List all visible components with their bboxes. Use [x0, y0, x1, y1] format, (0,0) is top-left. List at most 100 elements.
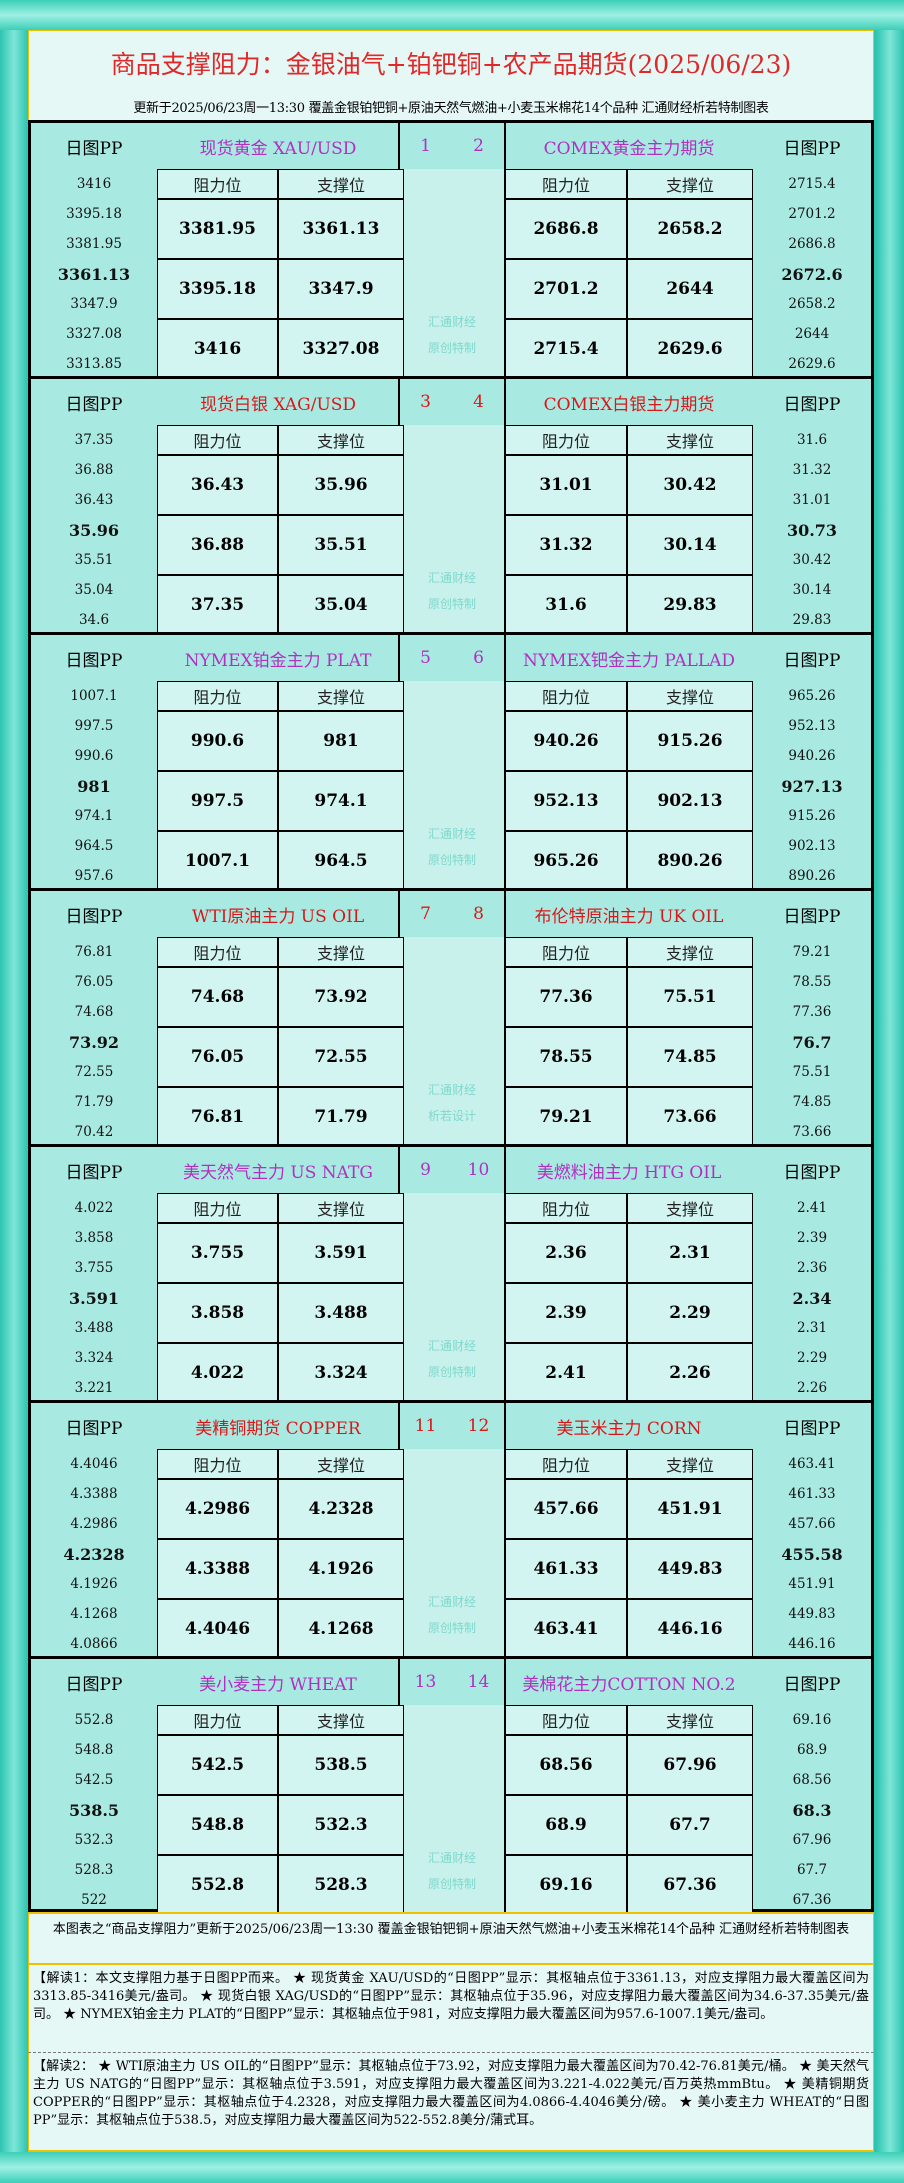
pp-level-right: 2.36 [796, 1260, 828, 1276]
center-column [399, 937, 505, 1147]
watermark-line1: 汇通财经 [427, 1338, 476, 1353]
support-value-left: 3347.9 [278, 259, 404, 319]
pp-level-right: 31.01 [792, 492, 832, 508]
watermark-line1: 汇通财经 [427, 314, 476, 329]
resistance-value-left: 552.8 [157, 1855, 278, 1915]
commodity-block: 汇通财经 原创特制 日图PP NYMEX铂金主力 PLAT 5 6 NYMEX钯金主力 PA… [28, 632, 874, 891]
pp-level-right: 79.21 [792, 944, 832, 960]
resistance-value-right: 2686.8 [505, 199, 627, 259]
page-title: 商品支撑阻力：金银油气+铂钯铜+农产品期货(2025/06/23) [110, 50, 792, 79]
pp-level-right: 965.26 [788, 688, 836, 704]
support-header-right: 支撑位 [627, 937, 753, 967]
resistance-header-right: 阻力位 [505, 1193, 627, 1223]
pp-level-left: 4.022 [74, 1200, 114, 1216]
block-number-right: 6 [473, 648, 484, 668]
support-value-left: 528.3 [278, 1855, 404, 1915]
support-value-right: 30.14 [627, 515, 753, 575]
pp-level-left: 36.88 [74, 462, 114, 478]
resistance-value-right: 461.33 [505, 1539, 627, 1599]
pp-header-right: 日图PP [783, 1418, 841, 1439]
pp-level-left: 3313.85 [66, 356, 122, 372]
pp-level-left: 76.05 [74, 974, 114, 990]
pp-header-left: 日图PP [65, 138, 123, 159]
block-number-right: 10 [467, 1160, 490, 1180]
support-value-left: 73.92 [278, 967, 404, 1027]
pp-level-left: 35.51 [74, 552, 114, 568]
support-value-left: 974.1 [278, 771, 404, 831]
pp-level-right: 902.13 [788, 838, 836, 854]
pp-level-right: 78.55 [792, 974, 832, 990]
resistance-value-left: 990.6 [157, 711, 278, 771]
product-name-right: NYMEX钯金主力 PALLAD [522, 650, 736, 671]
pp-level-left: 76.81 [74, 944, 114, 960]
resistance-value-right: 68.9 [505, 1795, 627, 1855]
pivot-value-left: 538.5 [68, 1800, 120, 1820]
footer-note: 本图表之“商品支撑阻力”更新于2025/06/23周一13:30 覆盖金银铂钯铜… [28, 1912, 874, 1965]
resistance-value-left: 3.755 [157, 1223, 278, 1283]
pp-level-left: 36.43 [74, 492, 114, 508]
pp-level-right: 2686.8 [788, 236, 836, 252]
resistance-header-left: 阻力位 [157, 1449, 278, 1479]
pp-level-left: 3395.18 [66, 206, 122, 222]
support-header-left: 支撑位 [278, 937, 404, 967]
resistance-value-right: 31.01 [505, 455, 627, 515]
support-value-right: 2658.2 [627, 199, 753, 259]
support-value-left: 4.2328 [278, 1479, 404, 1539]
pp-level-left: 3.221 [74, 1380, 114, 1396]
resistance-header-right: 阻力位 [505, 937, 627, 967]
resistance-header-left: 阻力位 [157, 425, 278, 455]
watermark-line2: 原创特制 [427, 340, 476, 355]
support-value-right: 67.96 [627, 1735, 753, 1795]
commodity-block: 汇通财经 析若设计 日图PP WTI原油主力 US OIL 7 8 布伦特原油主力 UK O… [28, 888, 874, 1147]
pp-level-right: 2.26 [796, 1380, 828, 1396]
support-value-right: 74.85 [627, 1027, 753, 1087]
block-number-left: 13 [414, 1672, 437, 1692]
resistance-value-left: 36.88 [157, 515, 278, 575]
pp-level-left: 71.79 [74, 1094, 114, 1110]
support-header-left: 支撑位 [278, 1705, 404, 1735]
pp-header-left: 日图PP [65, 650, 123, 671]
support-header-left: 支撑位 [278, 1449, 404, 1479]
pp-level-left: 528.3 [74, 1862, 114, 1878]
resistance-value-left: 997.5 [157, 771, 278, 831]
resistance-header-left: 阻力位 [157, 681, 278, 711]
resistance-header-right: 阻力位 [505, 681, 627, 711]
block-number-right: 8 [473, 904, 484, 924]
support-value-right: 2629.6 [627, 319, 753, 379]
pp-level-left: 4.0866 [70, 1636, 118, 1652]
product-name-left: 美小麦主力 WHEAT [199, 1674, 357, 1695]
pp-level-right: 73.66 [792, 1124, 832, 1140]
resistance-value-right: 940.26 [505, 711, 627, 771]
pp-level-left: 522 [81, 1892, 107, 1908]
resistance-value-left: 542.5 [157, 1735, 278, 1795]
pp-level-left: 3381.95 [66, 236, 122, 252]
resistance-value-left: 37.35 [157, 575, 278, 635]
resistance-value-right: 952.13 [505, 771, 627, 831]
watermark-line2: 原创特制 [427, 1876, 476, 1891]
pp-level-right: 915.26 [788, 808, 836, 824]
resistance-value-right: 457.66 [505, 1479, 627, 1539]
pivot-value-right: 76.7 [792, 1032, 832, 1052]
pp-level-right: 449.83 [788, 1606, 836, 1622]
support-value-right: 451.91 [627, 1479, 753, 1539]
pp-level-right: 463.41 [788, 1456, 836, 1472]
pp-level-left: 4.1926 [70, 1576, 118, 1592]
pp-level-left: 3.755 [74, 1260, 114, 1276]
pp-level-left: 3.488 [74, 1320, 114, 1336]
pp-level-right: 2.41 [796, 1200, 828, 1216]
center-column [399, 425, 505, 635]
commodity-block: 汇通财经 原创特制 日图PP 现货白银 XAG/USD 3 4 COMEX白银主力期货 日图P… [28, 376, 874, 635]
pp-level-right: 457.66 [788, 1516, 836, 1532]
pp-header-right: 日图PP [783, 394, 841, 415]
pivot-value-left: 3361.13 [57, 264, 131, 284]
pp-level-left: 548.8 [74, 1742, 114, 1758]
product-name-right: 美棉花主力COTTON NO.2 [522, 1674, 736, 1695]
support-value-left: 71.79 [278, 1087, 404, 1147]
pivot-value-right: 68.3 [792, 1800, 832, 1820]
watermark-line1: 汇通财经 [427, 1594, 476, 1609]
support-value-left: 3327.08 [278, 319, 404, 379]
pp-level-right: 2715.4 [788, 176, 836, 192]
watermark-line2: 原创特制 [427, 852, 476, 867]
resistance-value-right: 2.36 [505, 1223, 627, 1283]
block-number-left: 3 [420, 392, 431, 412]
